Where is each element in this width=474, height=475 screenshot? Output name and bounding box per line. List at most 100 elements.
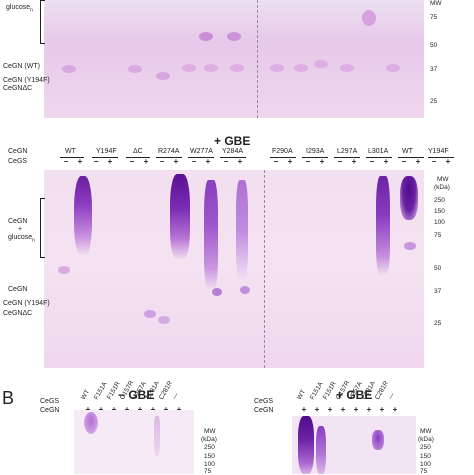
gel-band: [212, 288, 222, 296]
mw-marker: 25: [434, 320, 442, 327]
lane-group-line: [126, 157, 150, 158]
lane-label: Y194F: [428, 148, 449, 155]
plus-sign: +: [107, 157, 113, 166]
plus-sign: +: [287, 157, 293, 166]
row-label-cegs: CeGS: [8, 158, 28, 165]
gel-smear: [154, 416, 160, 456]
lane-group-line: [270, 157, 296, 158]
mw-marker: 75: [204, 468, 212, 475]
mw-marker: 150: [434, 208, 445, 215]
gel-divider: [257, 0, 258, 118]
lane-group-line: [334, 157, 360, 158]
mw-header: MW: [430, 0, 442, 7]
gel-band: [270, 64, 284, 72]
mw-marker: 37: [430, 66, 438, 73]
mw-marker: 250: [434, 197, 445, 204]
bottom-left-gel-image: [74, 410, 194, 474]
row-label-cegn: CeGN: [254, 407, 274, 414]
plus-sign: +: [327, 405, 333, 414]
plus-sign: +: [173, 157, 179, 166]
plus-sign: +: [353, 405, 359, 414]
lane-group-line: [220, 157, 246, 158]
mw-marker: 75: [420, 468, 428, 475]
lane-label: R274A: [158, 148, 180, 155]
lane-group-line: [188, 157, 214, 158]
mw-marker: 100: [434, 219, 445, 226]
mw-marker: 37: [434, 288, 442, 295]
minus-sign: −: [223, 157, 229, 166]
mw-marker: 150: [420, 453, 431, 460]
gel-band: [372, 430, 384, 450]
mw-header: MW: [204, 428, 216, 435]
minus-sign: −: [129, 157, 135, 166]
minus-sign: −: [159, 157, 165, 166]
cegn-dc-label: CeGNΔC: [3, 85, 33, 92]
mw-unit: (kDa): [434, 184, 450, 191]
gel-band: [240, 286, 250, 294]
lane-group-line: [302, 157, 328, 158]
plus-sign: +: [110, 405, 118, 414]
cegn-y194f-label: CeGN (Y194F): [3, 300, 50, 307]
mw-marker: 100: [420, 461, 431, 468]
lane-label: ΔC: [133, 148, 143, 155]
gel-band: [156, 72, 170, 80]
mw-header: MW: [420, 428, 432, 435]
minus-sign: −: [93, 157, 99, 166]
top-gel-image: [44, 0, 424, 118]
plus-sign: +: [379, 405, 385, 414]
lane-group-line: [92, 157, 118, 158]
lane-label: WT: [65, 148, 76, 155]
middle-gel-image: [44, 170, 424, 368]
cegn-glucose-label: CeGN + glucosen: [8, 218, 35, 244]
lane-label: F290A: [272, 148, 293, 155]
plus-sign: +: [149, 405, 157, 414]
panel-title-plus-gbe: + GBE: [336, 388, 373, 402]
minus-sign: −: [337, 157, 343, 166]
minus-sign: −: [369, 157, 375, 166]
mw-marker: 100: [204, 461, 215, 468]
minus-sign: −: [191, 157, 197, 166]
plus-sign: +: [301, 405, 307, 414]
gel-band: [227, 32, 241, 41]
gel-band: [314, 60, 328, 68]
lane-label: Y284A: [222, 148, 244, 155]
plus-sign: +: [366, 405, 372, 414]
lane-group-line: [428, 157, 454, 158]
lane-group-line: [60, 157, 84, 158]
lane-label: L301A: [368, 148, 389, 155]
cegn-y194f-label: CeGN (Y194F): [3, 77, 50, 84]
plus-sign: +: [143, 157, 149, 166]
lane-label: WT: [79, 388, 92, 401]
lane-label: W277A: [190, 148, 213, 155]
plus-sign: +: [415, 157, 421, 166]
bracket: [40, 198, 45, 258]
plus-sign: +: [351, 157, 357, 166]
minus-sign: −: [273, 157, 279, 166]
gel-smear: [376, 176, 390, 276]
plus-sign: +: [123, 405, 131, 414]
glucose-label: glucosen: [6, 4, 33, 14]
gel-band: [294, 64, 308, 72]
gel-band: [182, 64, 196, 72]
plus-sign: +: [319, 157, 325, 166]
gel-band: [144, 310, 156, 318]
plus-sign: +: [314, 405, 320, 414]
plus-sign: +: [445, 157, 451, 166]
mw-marker: 250: [204, 444, 215, 451]
plus-sign: +: [97, 405, 105, 414]
gel-smear: [236, 180, 248, 280]
minus-sign: −: [305, 157, 311, 166]
gel-smear: [316, 426, 326, 474]
lane-label: L297A: [337, 148, 358, 155]
gel-smear: [400, 176, 418, 220]
gel-divider: [264, 170, 265, 368]
gel-band: [84, 412, 98, 434]
mw-marker: 50: [430, 42, 438, 49]
cegn-dc-label: CeGNΔC: [3, 310, 33, 317]
gel-band: [340, 64, 354, 72]
plus-sign: +: [162, 405, 170, 414]
gel-smear: [170, 174, 190, 260]
gel-band: [199, 32, 213, 41]
mw-unit: (kDa): [418, 436, 434, 443]
gel-band: [362, 10, 376, 26]
